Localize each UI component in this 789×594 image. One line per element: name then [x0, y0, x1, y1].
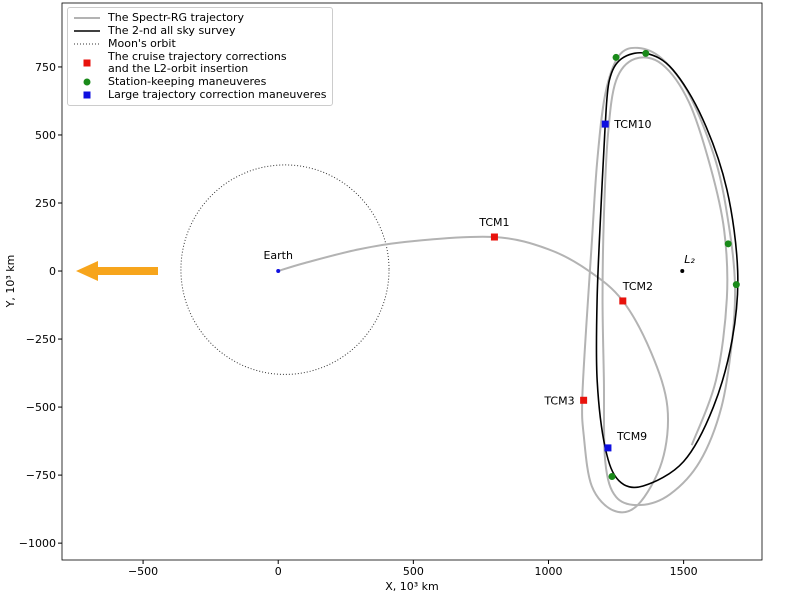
maneuver-label: TCM3 [543, 394, 574, 407]
body-dot [680, 269, 685, 274]
y-tick-label: 750 [35, 61, 56, 74]
body-dot [276, 269, 281, 274]
legend-entry: Station-keeping maneuveres [72, 76, 326, 88]
plot-frame [61, 2, 763, 561]
legend-entry: The cruise trajectory corrections and th… [72, 51, 326, 75]
legend-label: Moon's orbit [108, 37, 176, 50]
maneuver-marker [601, 120, 609, 128]
legend-entry: Moon's orbit [72, 38, 326, 50]
legend-entry: The 2-nd all sky survey [72, 25, 326, 37]
legend-label: Station-keeping maneuveres [108, 75, 267, 88]
sun-arrow [76, 261, 158, 281]
x-axis-label: X, 10³ km [385, 580, 439, 593]
legend-swatch [74, 30, 100, 32]
y-tick-label: 250 [35, 197, 56, 210]
legend-label: Large trajectory correction maneuveres [108, 88, 327, 101]
moon-orbit [180, 164, 390, 375]
legend-marker [83, 91, 91, 99]
maneuver-marker [580, 396, 588, 404]
x-tick-label: 1000 [534, 565, 562, 578]
legend: The Spectr-RG trajectory The 2-nd all sky… [67, 7, 334, 106]
y-tick-label: −500 [26, 401, 56, 414]
legend-swatch [83, 59, 91, 67]
x-tick-label: −500 [128, 565, 158, 578]
x-tick-label: 500 [403, 565, 424, 578]
trajectory-line [277, 46, 737, 514]
maneuver-marker [732, 281, 740, 289]
maneuver-marker [490, 233, 498, 241]
maneuver-marker [619, 297, 627, 305]
legend-entry: Large trajectory correction maneuveres [72, 89, 326, 101]
legend-swatch [83, 91, 91, 99]
legend-entry: The Spectr-RG trajectory [72, 12, 326, 24]
x-tick-label: 0 [275, 565, 282, 578]
legend-marker [83, 78, 91, 86]
legend-swatch [74, 43, 100, 45]
maneuver-marker [608, 472, 616, 480]
legend-swatch [74, 17, 100, 19]
maneuver-marker [642, 49, 650, 57]
maneuver-marker [724, 240, 732, 248]
maneuver-label: TCM9 [616, 430, 647, 443]
y-tick-label: −250 [26, 333, 56, 346]
y-axis-label: Y, 10³ km [4, 255, 17, 309]
legend-label: The cruise trajectory corrections and th… [108, 50, 287, 75]
legend-marker [83, 59, 91, 67]
body-label: Earth [263, 249, 293, 262]
body-label: L₂ [684, 253, 695, 266]
x-tick-label: 1500 [670, 565, 698, 578]
maneuver-label: TCM1 [478, 216, 509, 229]
legend-swatch [83, 78, 91, 86]
y-tick-label: −1000 [19, 537, 56, 550]
legend-label: The Spectr-RG trajectory [108, 11, 245, 24]
y-tick-label: 500 [35, 129, 56, 142]
maneuver-marker [604, 444, 612, 452]
maneuver-label: TCM10 [613, 118, 651, 131]
legend-label: The 2-nd all sky survey [108, 24, 236, 37]
maneuver-marker [612, 53, 620, 61]
maneuver-label: TCM2 [622, 280, 653, 293]
y-tick-label: −750 [26, 469, 56, 482]
y-tick-label: 0 [49, 265, 56, 278]
